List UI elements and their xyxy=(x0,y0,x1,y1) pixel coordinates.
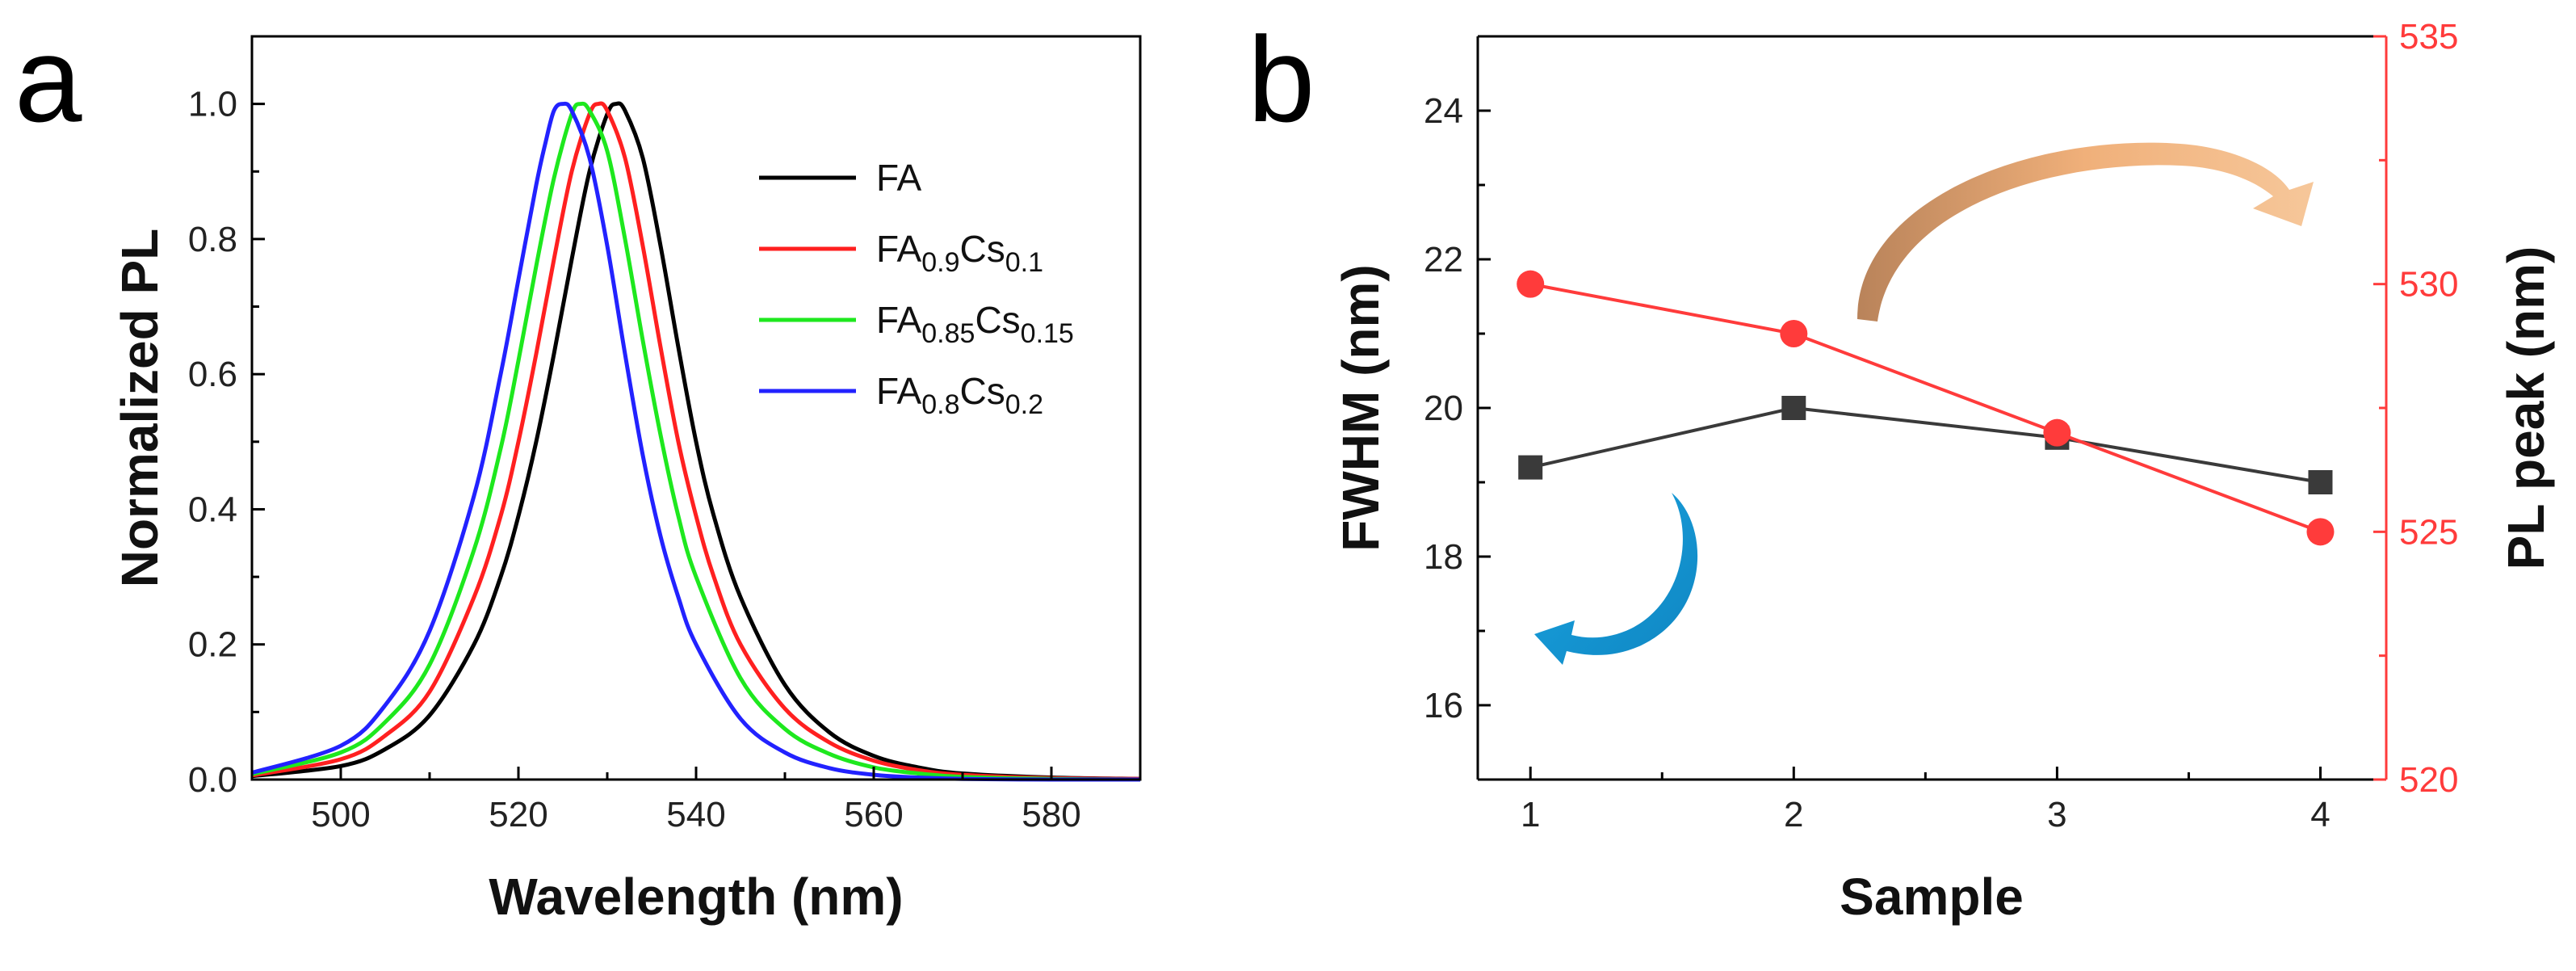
panel-b-x-ticks: 1 2 3 4 xyxy=(1521,767,2331,834)
fwhm-point xyxy=(2308,470,2333,494)
fwhm-point xyxy=(1781,396,1806,420)
panel-a-legend: FA FA0.9Cs0.1 FA0.85Cs0.15 FA0.8Cs0.2 xyxy=(759,157,1074,420)
fwhm-point xyxy=(1518,455,1543,480)
x-tick-label: 500 xyxy=(311,795,370,834)
pl-curve-1 xyxy=(251,101,1141,781)
panel-b-label: b xyxy=(1248,11,1315,147)
legend-label: FA xyxy=(876,157,922,199)
y-tick-label: 0.2 xyxy=(188,625,237,665)
x-tick-label: 540 xyxy=(666,795,725,834)
y-tick-label: 20 xyxy=(1424,389,1463,428)
panel-b-x-axis-title: Sample xyxy=(1840,868,2024,926)
curved-arrow-right-icon xyxy=(1857,142,2314,322)
legend-label: FA0.85Cs0.15 xyxy=(876,299,1074,349)
pl-curve-3 xyxy=(251,101,1141,782)
panel-a-curves xyxy=(251,101,1141,782)
y-tick-label: 0.0 xyxy=(188,760,237,800)
y-right-tick-label: 535 xyxy=(2399,17,2458,57)
panel-b-y-axis-title-left: FWHM (nm) xyxy=(1332,264,1390,551)
y-tick-label: 22 xyxy=(1424,240,1463,280)
y-tick-label: 24 xyxy=(1424,91,1463,131)
pl-curve-0 xyxy=(251,101,1141,781)
legend-label: FA0.8Cs0.2 xyxy=(876,370,1043,420)
x-tick-label: 1 xyxy=(1521,795,1540,834)
y-tick-label: 1.0 xyxy=(188,85,237,124)
x-tick-label: 3 xyxy=(2047,795,2066,834)
panel-b-y-ticks-left: 16 18 20 22 24 xyxy=(1424,91,1491,725)
y-tick-label: 0.8 xyxy=(188,220,237,259)
panel-b: b 1 2 3 4 16 18 20 22 24 520 525 530 535 Sample FW… xyxy=(1248,11,2555,926)
panel-a-label: a xyxy=(15,11,82,147)
pl-curve-2 xyxy=(251,101,1141,782)
y-tick-label: 16 xyxy=(1424,686,1463,725)
panel-a: a 500 520 540 560 580 0.0 0.2 0.4 0.6 0.8 1.0 Wav… xyxy=(15,11,1142,926)
y-right-tick-label: 520 xyxy=(2399,760,2458,800)
panel-b-y-axis-title-right: PL peak (nm) xyxy=(2497,246,2555,570)
y-right-tick-label: 530 xyxy=(2399,265,2458,305)
x-tick-label: 2 xyxy=(1784,795,1803,834)
x-tick-label: 4 xyxy=(2310,795,2330,834)
pl-peak-point xyxy=(1780,320,1808,347)
x-tick-label: 560 xyxy=(844,795,903,834)
y-tick-label: 0.6 xyxy=(188,355,237,394)
panel-a-x-ticks: 500 520 540 560 580 xyxy=(250,767,1142,834)
panel-a-y-axis-title: Normalized PL xyxy=(111,229,169,588)
pl-peak-point xyxy=(1517,270,1545,298)
legend-label: FA0.9Cs0.1 xyxy=(876,228,1043,278)
panel-a-y-ticks: 0.0 0.2 0.4 0.6 0.8 1.0 xyxy=(188,35,265,800)
pl-peak-point xyxy=(2306,518,2335,546)
x-tick-label: 580 xyxy=(1022,795,1080,834)
y-tick-label: 0.4 xyxy=(188,490,237,529)
x-tick-label: 520 xyxy=(489,795,548,834)
pl-peak-point xyxy=(2043,418,2071,447)
y-right-tick-label: 525 xyxy=(2399,512,2458,552)
panel-b-annotations xyxy=(1534,142,2314,665)
curved-arrow-left-icon xyxy=(1534,493,1698,665)
panel-a-x-axis-title: Wavelength (nm) xyxy=(489,868,903,926)
fwhm-line xyxy=(1529,406,2321,484)
panel-b-y-ticks-right: 520 525 530 535 xyxy=(2373,17,2458,800)
panel-b-series xyxy=(1517,270,2335,546)
y-tick-label: 18 xyxy=(1424,537,1463,577)
pl-peak-line xyxy=(1529,282,2322,534)
